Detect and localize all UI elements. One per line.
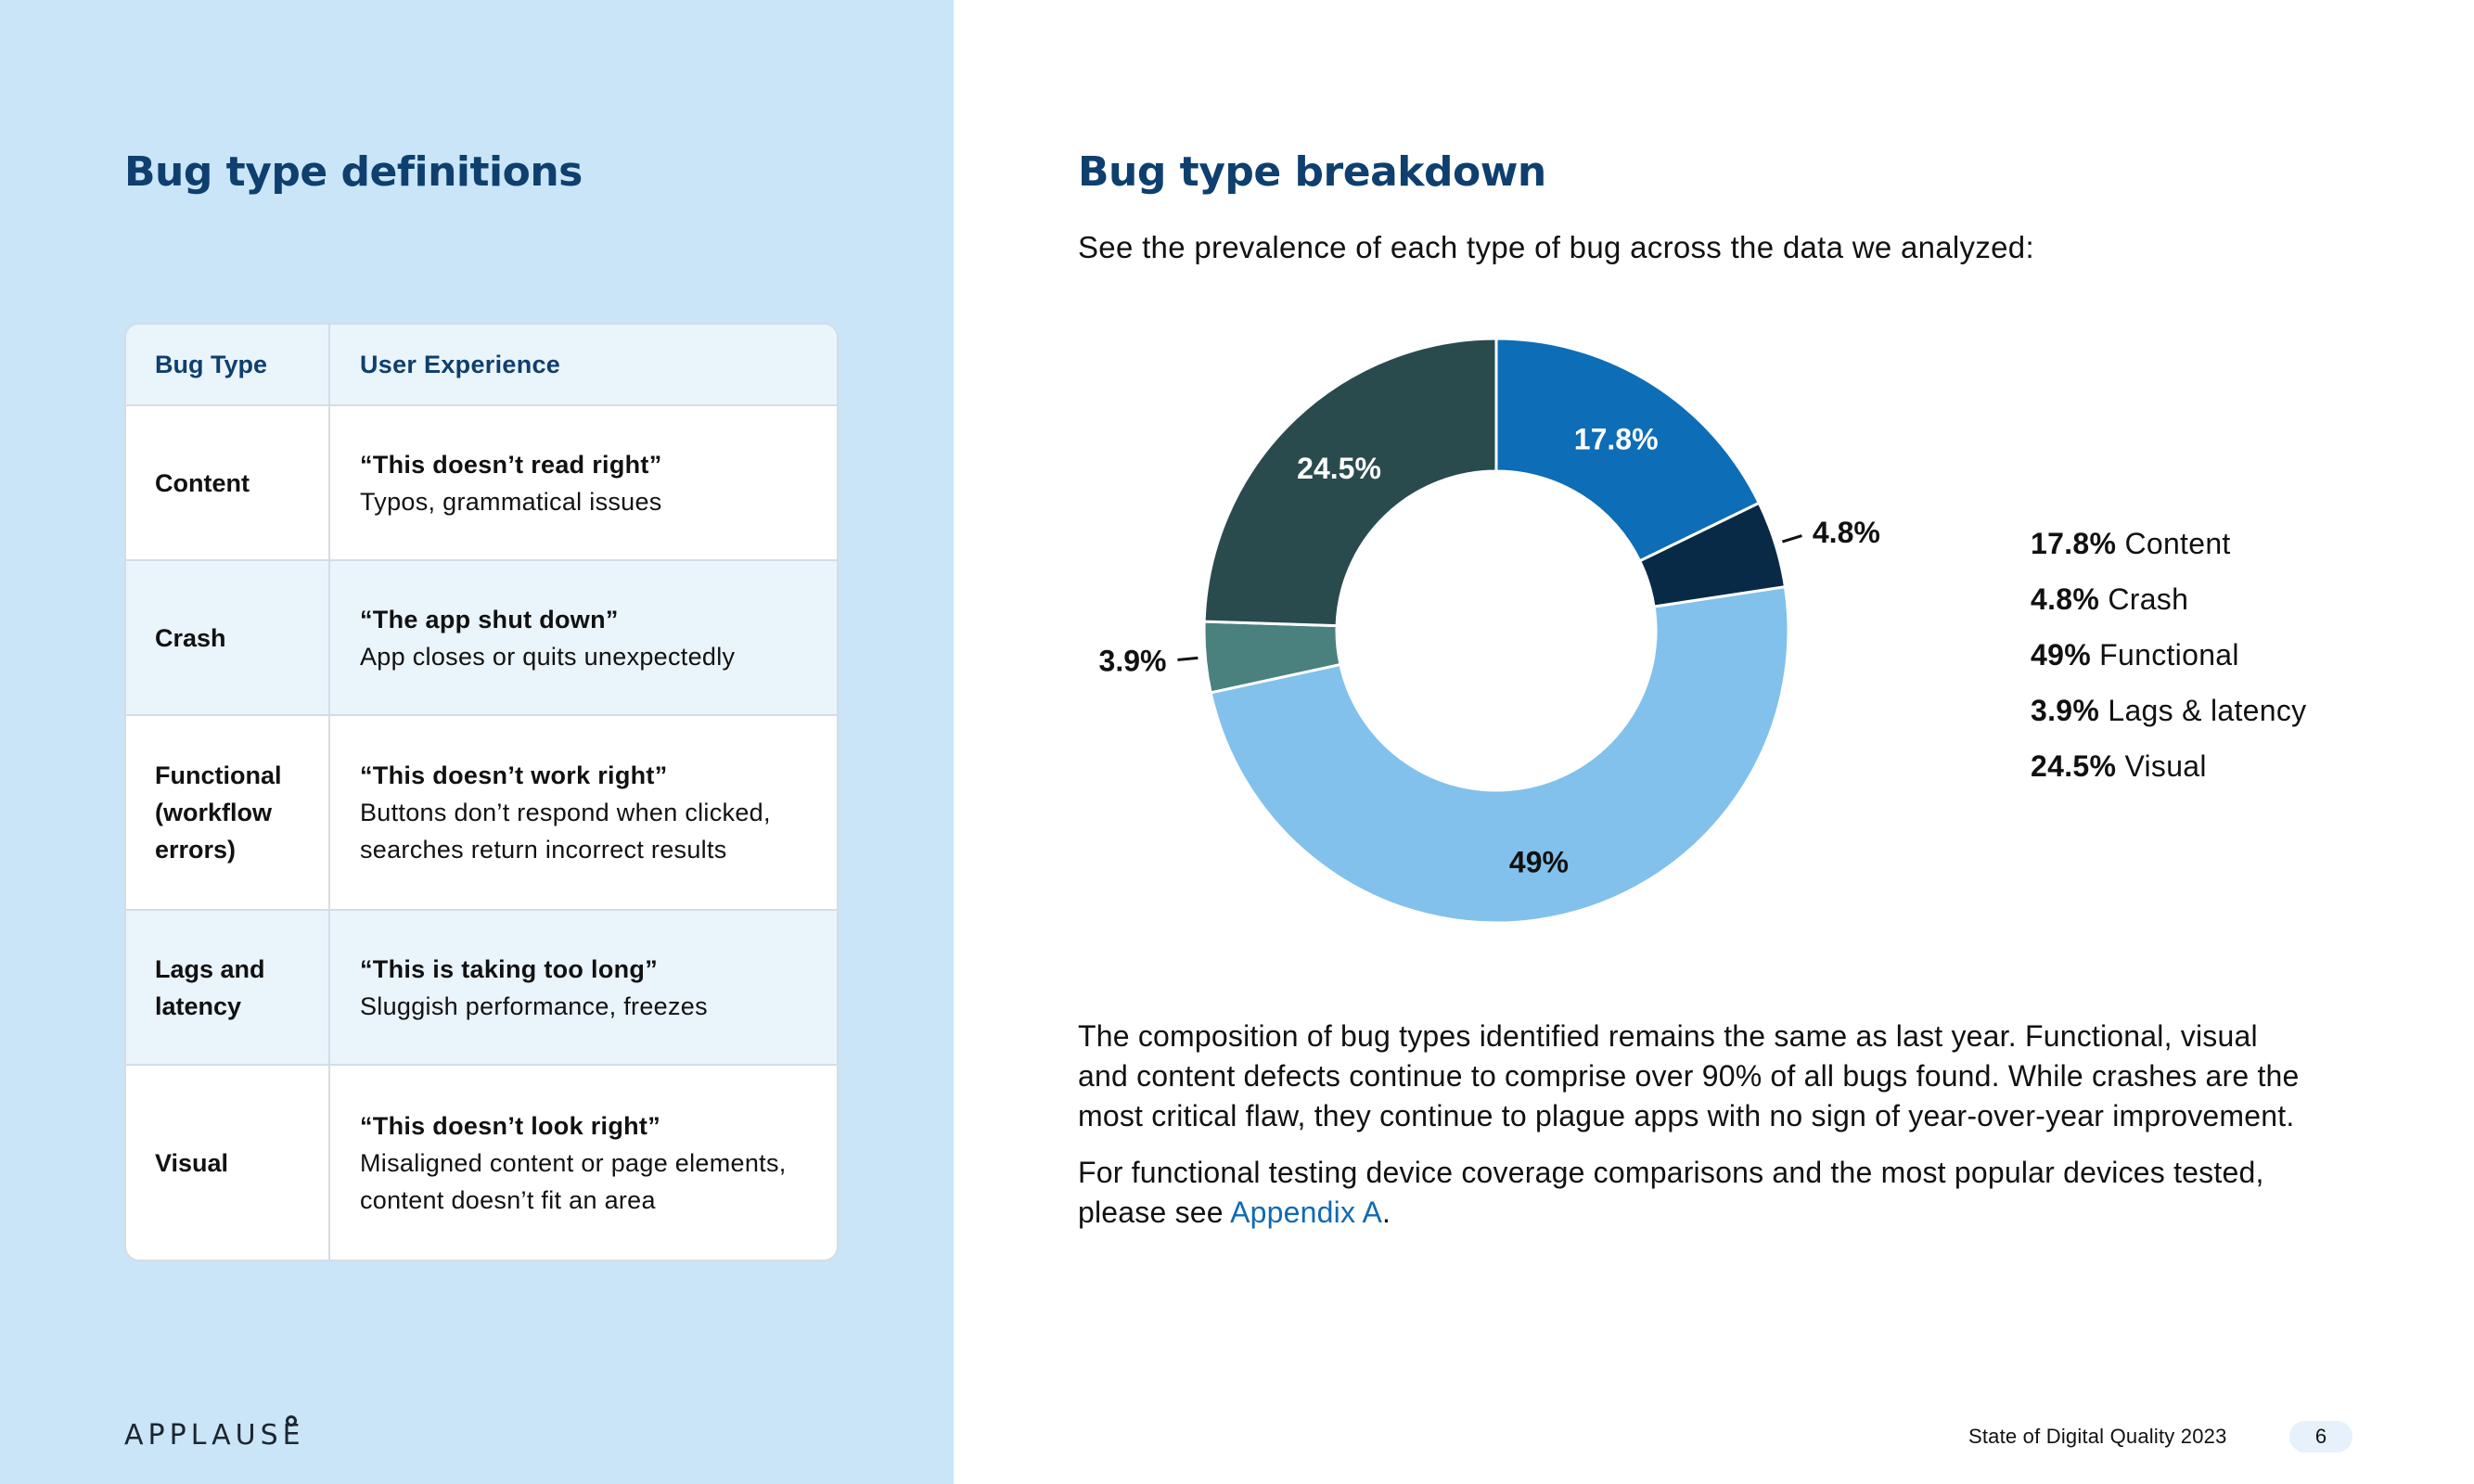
- definitions-title: Bug type definitions: [124, 148, 583, 196]
- bug-type-cell: Visual: [126, 1066, 330, 1260]
- bug-type-donut-chart: 17.8% 4.8% 49% 3.9% 24.5%: [1099, 337, 1880, 925]
- donut-leader-line: [1781, 534, 1802, 544]
- bug-type-cell: Crash: [126, 561, 330, 714]
- breakdown-intro: See the prevalence of each type of bug a…: [1078, 230, 2034, 264]
- legend-pct: 17.8%: [2031, 527, 2117, 560]
- legend-label: Lags & latency: [2108, 694, 2307, 727]
- page-number: 6: [2289, 1421, 2352, 1452]
- experience-cell: “The app shut down” App closes or quits …: [330, 561, 837, 714]
- legend-item-visual: 24.5% Visual: [2031, 738, 2306, 794]
- legend-item-functional: 49% Functional: [2031, 627, 2306, 683]
- legend-pct: 4.8%: [2031, 582, 2100, 616]
- legend-item-lags: 3.9% Lags & latency: [2031, 683, 2306, 738]
- table-row: Visual “This doesn’t look right” Misalig…: [126, 1066, 837, 1260]
- experience-cell: “This doesn’t read right” Typos, grammat…: [330, 406, 837, 559]
- bug-type-cell: Functional (workflow errors): [126, 716, 330, 909]
- table-row: Content “This doesn’t read right” Typos,…: [126, 406, 837, 561]
- legend-label: Content: [2124, 527, 2231, 560]
- table-row: Lags and latency “This is taking too lon…: [126, 911, 837, 1066]
- breakdown-title: Bug type breakdown: [1078, 148, 1546, 196]
- donut-slice-visual: [1202, 337, 1498, 628]
- experience-quote: “This doesn’t work right”: [360, 761, 668, 789]
- donut-label-content: 17.8%: [1574, 423, 1659, 456]
- appendix-paragraph: For functional testing device coverage c…: [1078, 1153, 2302, 1233]
- legend-pct: 3.9%: [2031, 694, 2100, 727]
- donut-label-functional: 49%: [1509, 845, 1569, 878]
- donut-slice-functional: [1209, 584, 1790, 925]
- table-row: Functional (workflow errors) “This doesn…: [126, 716, 837, 911]
- appendix-period: .: [1382, 1196, 1391, 1229]
- legend-label: Functional: [2099, 638, 2239, 672]
- experience-cell: “This is taking too long” Sluggish perfo…: [330, 911, 837, 1064]
- experience-quote: “This is taking too long”: [360, 954, 658, 983]
- chart-legend: 17.8% Content 4.8% Crash 49% Functional …: [2031, 516, 2306, 794]
- donut-label-visual: 24.5%: [1297, 452, 1381, 485]
- experience-quote: “This doesn’t read right”: [360, 450, 662, 479]
- bug-definitions-table: Bug Type User Experience Content “This d…: [124, 323, 839, 1261]
- logo-ring-icon: [286, 1415, 297, 1426]
- donut-label-crash: 4.8%: [1813, 516, 1880, 549]
- body-text: The composition of bug types identified …: [1078, 1017, 2302, 1249]
- legend-pct: 24.5%: [2031, 749, 2117, 783]
- experience-description: Typos, grammatical issues: [360, 487, 662, 516]
- appendix-a-link[interactable]: Appendix A: [1230, 1196, 1383, 1229]
- legend-pct: 49%: [2031, 638, 2091, 672]
- donut-slice-content: [1494, 337, 1762, 563]
- applause-logo: APPLAUSE: [124, 1419, 305, 1452]
- composition-paragraph: The composition of bug types identified …: [1078, 1019, 2300, 1132]
- experience-description: Buttons don’t respond when clicked, sear…: [360, 799, 771, 864]
- experience-cell: “This doesn’t work right” Buttons don’t …: [330, 716, 837, 909]
- legend-item-content: 17.8% Content: [2031, 516, 2306, 571]
- header-bug-type: Bug Type: [126, 325, 330, 404]
- legend-label: Visual: [2124, 749, 2207, 783]
- bug-type-cell: Content: [126, 406, 330, 559]
- donut-leader-line: [1177, 656, 1199, 661]
- experience-quote: “The app shut down”: [360, 605, 619, 633]
- experience-cell: “This doesn’t look right” Misaligned con…: [330, 1066, 837, 1260]
- experience-description: App closes or quits unexpectedly: [360, 642, 736, 671]
- experience-description: Sluggish performance, freezes: [360, 991, 708, 1020]
- footer-document-title: State of Digital Quality 2023: [1968, 1425, 2227, 1448]
- appendix-text: For functional testing device coverage c…: [1078, 1156, 2264, 1229]
- table-header-row: Bug Type User Experience: [126, 325, 837, 406]
- header-user-experience: User Experience: [360, 351, 561, 378]
- legend-label: Crash: [2108, 582, 2189, 616]
- table-row: Crash “The app shut down” App closes or …: [126, 561, 837, 716]
- experience-description: Misaligned content or page elements, con…: [360, 1148, 787, 1214]
- experience-quote: “This doesn’t look right”: [360, 1111, 660, 1140]
- donut-label-lags-latency: 3.9%: [1099, 644, 1167, 677]
- bug-type-cell: Lags and latency: [126, 911, 330, 1064]
- legend-item-crash: 4.8% Crash: [2031, 571, 2306, 627]
